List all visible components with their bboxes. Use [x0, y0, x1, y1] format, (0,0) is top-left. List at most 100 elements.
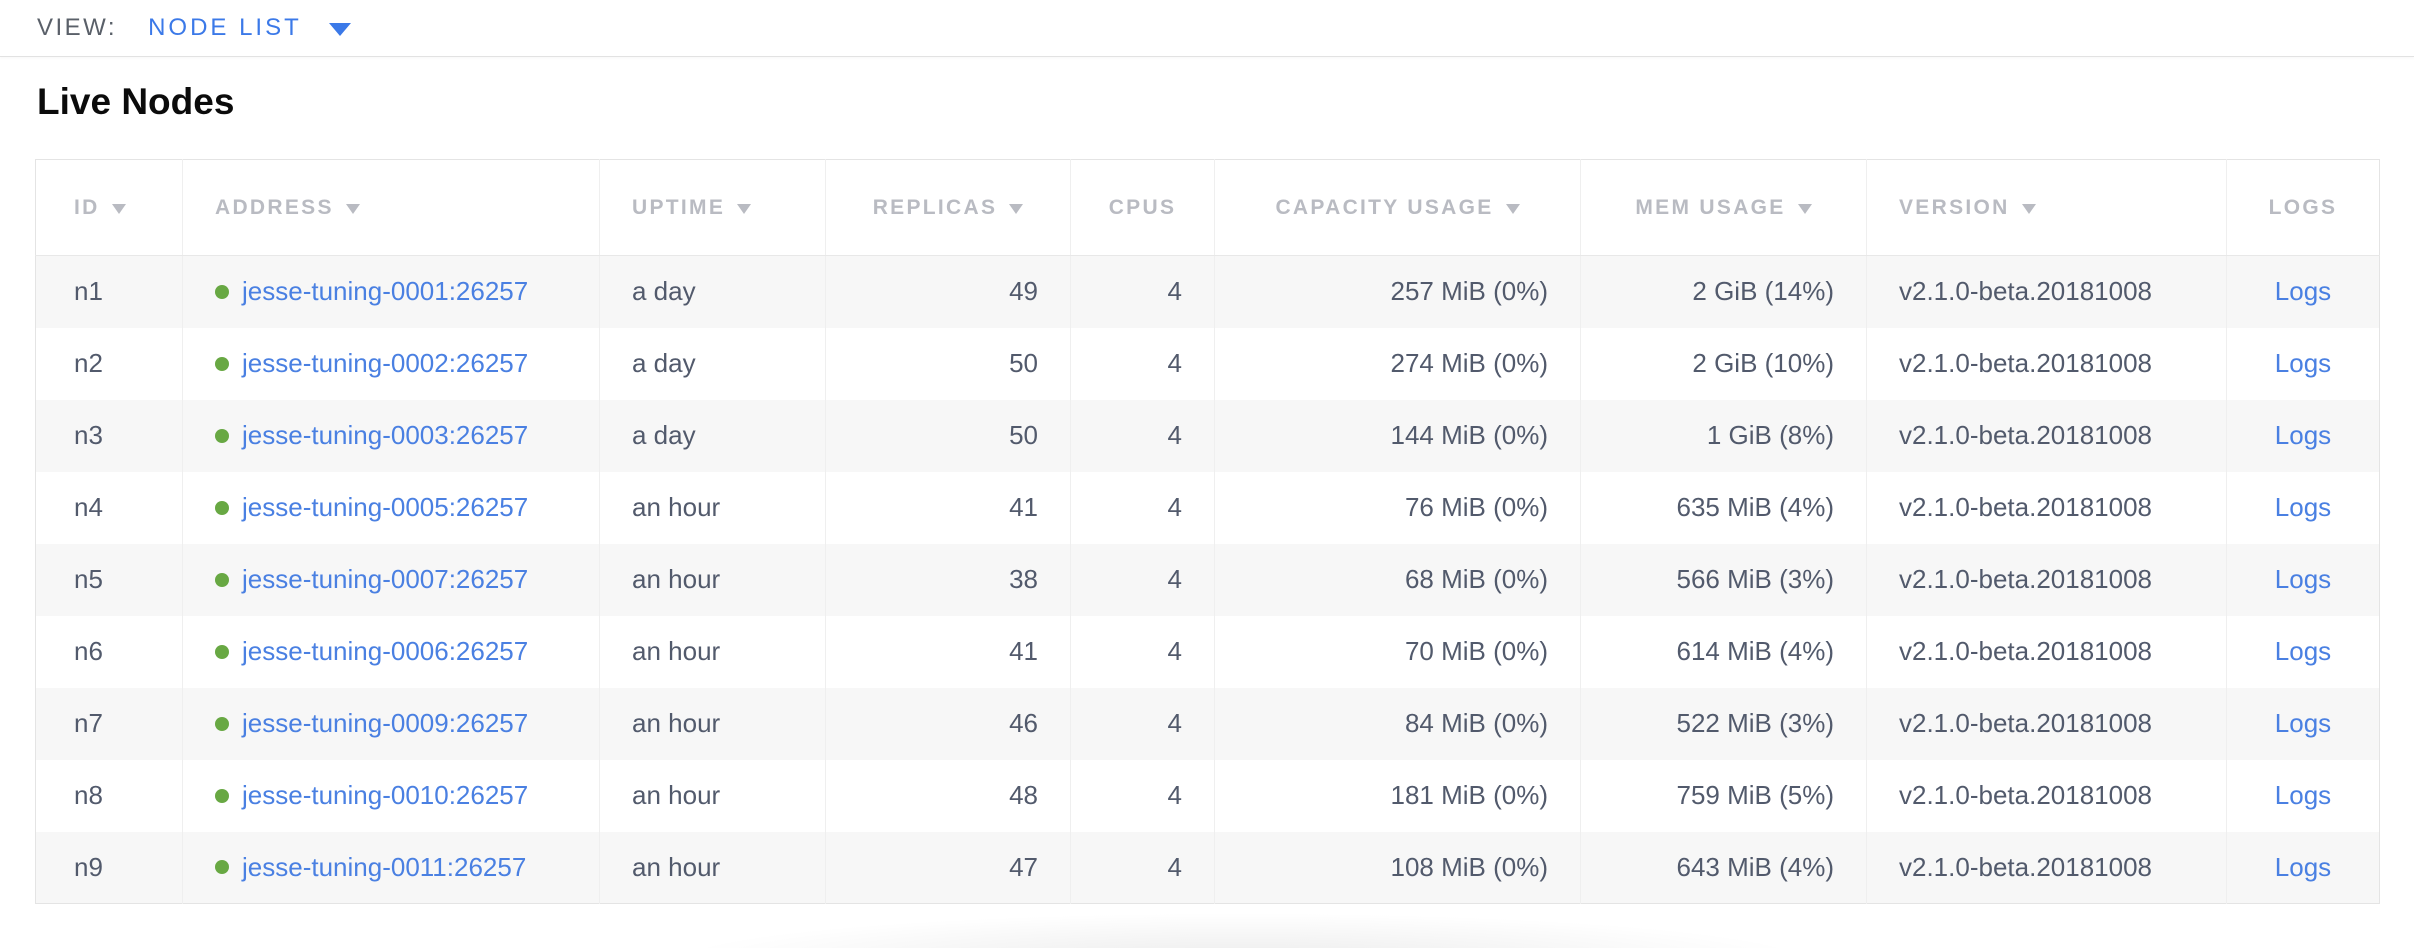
node-mem-usage: 614 MiB (4%) [1580, 615, 1867, 688]
node-logs-cell: Logs [2226, 255, 2380, 328]
node-cpus: 4 [1070, 687, 1215, 760]
node-cpus: 4 [1070, 615, 1215, 688]
logs-link[interactable]: Logs [2274, 636, 2332, 666]
column-header-logs: LOGS [2226, 159, 2380, 256]
node-version: v2.1.0-beta.20181008 [1866, 399, 2227, 472]
logs-link[interactable]: Logs [2274, 420, 2332, 450]
node-capacity-usage: 108 MiB (0%) [1214, 831, 1581, 904]
node-id: n1 [35, 255, 183, 328]
sort-desc-icon [345, 203, 360, 214]
node-replicas: 50 [825, 327, 1071, 400]
node-address-cell: jesse-tuning-0010:26257 [182, 759, 600, 832]
table-row: n9 jesse-tuning-0011:26257 an hour 47 4 … [35, 831, 2380, 904]
node-live-icon [215, 572, 229, 587]
logs-link[interactable]: Logs [2274, 276, 2332, 307]
node-logs-cell: Logs [2226, 399, 2380, 472]
sort-desc-icon [1505, 203, 1520, 214]
node-address-cell: jesse-tuning-0003:26257 [182, 399, 600, 472]
node-id: n2 [35, 327, 183, 400]
column-header-replicas[interactable]: REPLICAS [825, 159, 1071, 256]
node-address-link[interactable]: jesse-tuning-0001:26257 [242, 276, 529, 307]
logs-link[interactable]: Logs [2274, 780, 2332, 810]
node-capacity-usage: 257 MiB (0%) [1214, 255, 1581, 328]
column-header-mem-usage[interactable]: MEM USAGE [1580, 159, 1867, 256]
node-logs-cell: Logs [2226, 327, 2380, 400]
below-fold-shadow [492, 906, 1992, 948]
node-replicas: 46 [825, 687, 1071, 760]
node-version: v2.1.0-beta.20181008 [1866, 471, 2227, 544]
node-uptime: a day [599, 327, 826, 400]
sort-desc-icon [2021, 203, 2036, 214]
node-logs-cell: Logs [2226, 471, 2380, 544]
node-capacity-usage: 84 MiB (0%) [1214, 687, 1581, 760]
node-capacity-usage: 76 MiB (0%) [1214, 471, 1581, 544]
table-row: n5 jesse-tuning-0007:26257 an hour 38 4 … [35, 543, 2380, 616]
table-row: n6 jesse-tuning-0006:26257 an hour 41 4 … [35, 615, 2380, 688]
table-header-row: ID ADDRESS UPTIME REPLICAS CPUS CAPACITY… [35, 159, 2380, 256]
node-address-link[interactable]: jesse-tuning-0007:26257 [242, 564, 529, 594]
node-live-icon [215, 356, 229, 371]
table-row: n1 jesse-tuning-0001:26257 a day 49 4 25… [35, 255, 2380, 328]
table-row: n7 jesse-tuning-0009:26257 an hour 46 4 … [35, 687, 2380, 760]
node-logs-cell: Logs [2226, 759, 2380, 832]
node-cpus: 4 [1070, 831, 1215, 904]
node-mem-usage: 635 MiB (4%) [1580, 471, 1867, 544]
node-address-link[interactable]: jesse-tuning-0003:26257 [242, 420, 529, 450]
node-capacity-usage: 144 MiB (0%) [1214, 399, 1581, 472]
sort-desc-icon [737, 203, 752, 214]
node-address-link[interactable]: jesse-tuning-0005:26257 [242, 492, 529, 522]
node-uptime: an hour [599, 687, 826, 760]
node-live-icon [215, 788, 229, 803]
node-address-cell: jesse-tuning-0007:26257 [182, 543, 600, 616]
node-replicas: 49 [825, 255, 1071, 328]
column-header-capacity-usage[interactable]: CAPACITY USAGE [1214, 159, 1581, 256]
node-live-icon [215, 860, 229, 875]
node-id: n3 [35, 399, 183, 472]
node-version: v2.1.0-beta.20181008 [1866, 543, 2227, 616]
node-cpus: 4 [1070, 759, 1215, 832]
node-address-cell: jesse-tuning-0009:26257 [182, 687, 600, 760]
node-mem-usage: 1 GiB (8%) [1580, 399, 1867, 472]
column-header-uptime[interactable]: UPTIME [599, 159, 826, 256]
table-row: n2 jesse-tuning-0002:26257 a day 50 4 27… [35, 327, 2380, 400]
view-label: VIEW: [37, 14, 118, 41]
node-uptime: an hour [599, 543, 826, 616]
node-cpus: 4 [1070, 543, 1215, 616]
node-address-link[interactable]: jesse-tuning-0006:26257 [242, 636, 529, 666]
logs-link[interactable]: Logs [2274, 851, 2332, 882]
node-capacity-usage: 70 MiB (0%) [1214, 615, 1581, 688]
live-nodes-table: ID ADDRESS UPTIME REPLICAS CPUS CAPACITY… [35, 159, 2380, 904]
node-uptime: an hour [599, 831, 826, 904]
column-header-address[interactable]: ADDRESS [182, 159, 600, 256]
node-address-link[interactable]: jesse-tuning-0011:26257 [242, 851, 527, 882]
node-mem-usage: 643 MiB (4%) [1580, 831, 1867, 904]
table-row: n4 jesse-tuning-0005:26257 an hour 41 4 … [35, 471, 2380, 544]
node-logs-cell: Logs [2226, 615, 2380, 688]
node-id: n7 [35, 687, 183, 760]
logs-link[interactable]: Logs [2274, 348, 2332, 378]
node-logs-cell: Logs [2226, 831, 2380, 904]
node-uptime: a day [599, 399, 826, 472]
node-live-icon [215, 428, 229, 443]
node-id: n9 [35, 831, 183, 904]
logs-link[interactable]: Logs [2274, 492, 2332, 522]
logs-link[interactable]: Logs [2274, 708, 2332, 738]
node-uptime: a day [599, 255, 826, 328]
column-header-version[interactable]: VERSION [1866, 159, 2227, 256]
node-address-link[interactable]: jesse-tuning-0009:26257 [242, 708, 529, 738]
node-address-link[interactable]: jesse-tuning-0010:26257 [242, 780, 529, 810]
node-replicas: 38 [825, 543, 1071, 616]
node-cpus: 4 [1070, 327, 1215, 400]
node-mem-usage: 522 MiB (3%) [1580, 687, 1867, 760]
node-logs-cell: Logs [2226, 687, 2380, 760]
table-row: n8 jesse-tuning-0010:26257 an hour 48 4 … [35, 759, 2380, 832]
node-address-cell: jesse-tuning-0011:26257 [182, 831, 600, 904]
view-dropdown[interactable]: NODE LIST [148, 14, 351, 42]
node-address-cell: jesse-tuning-0002:26257 [182, 327, 600, 400]
logs-link[interactable]: Logs [2274, 564, 2332, 594]
column-header-id[interactable]: ID [35, 159, 183, 256]
node-version: v2.1.0-beta.20181008 [1866, 759, 2227, 832]
node-address-link[interactable]: jesse-tuning-0002:26257 [242, 348, 529, 378]
view-dropdown-value[interactable]: NODE LIST [148, 14, 302, 41]
node-id: n5 [35, 543, 183, 616]
